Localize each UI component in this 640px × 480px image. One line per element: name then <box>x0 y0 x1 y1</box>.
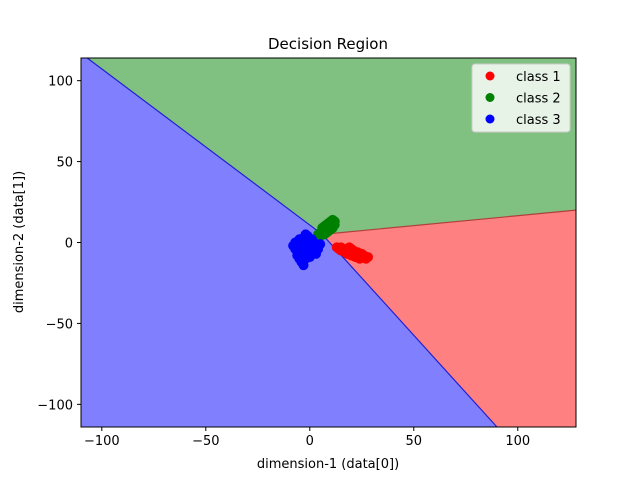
x-axis-label: dimension-1 (data[0]) <box>257 457 399 472</box>
x-axis-ticks: −100 −50 0 50 100 <box>84 427 530 449</box>
legend-label-class-1: class 1 <box>516 70 561 85</box>
legend-marker-class-1 <box>485 71 495 81</box>
point-class-2 <box>319 221 330 232</box>
legend-marker-class-3 <box>485 114 495 124</box>
x-tick-label: −100 <box>84 434 120 449</box>
point-class-3 <box>308 242 319 253</box>
region-class-1 <box>322 210 576 427</box>
x-tick-label: 100 <box>505 434 530 449</box>
x-tick-label: −50 <box>192 434 219 449</box>
x-tick-label: 0 <box>306 434 314 449</box>
legend-marker-class-2 <box>485 93 495 102</box>
boundary-red-green <box>322 209 577 236</box>
point-class-3 <box>294 253 305 264</box>
scatter-points <box>288 214 374 271</box>
point-class-3 <box>300 229 311 240</box>
y-tick-label: −50 <box>46 317 73 332</box>
chart-title: Decision Region <box>268 35 388 53</box>
y-tick-label: 50 <box>56 156 73 171</box>
region-class-2 <box>87 58 576 235</box>
legend-label-class-3: class 3 <box>516 113 561 128</box>
point-class-1 <box>356 248 367 259</box>
legend-label-class-2: class 2 <box>516 92 561 107</box>
legend-box <box>471 63 571 133</box>
x-tick-label: 50 <box>405 434 422 449</box>
y-tick-label: 100 <box>48 75 73 90</box>
y-tick-label: 0 <box>65 237 73 252</box>
point-class-3 <box>304 252 315 263</box>
y-tick-label: −100 <box>37 398 73 413</box>
point-class-3 <box>294 235 305 246</box>
plot-area <box>81 57 577 428</box>
point-class-3 <box>290 243 301 254</box>
region-class-3 <box>81 58 497 427</box>
legend: class 1 class 2 class 3 <box>471 63 571 133</box>
y-axis-label: dimension-2 (data[1]) <box>12 171 27 313</box>
y-axis-ticks: −100 −50 0 50 100 <box>37 75 81 413</box>
